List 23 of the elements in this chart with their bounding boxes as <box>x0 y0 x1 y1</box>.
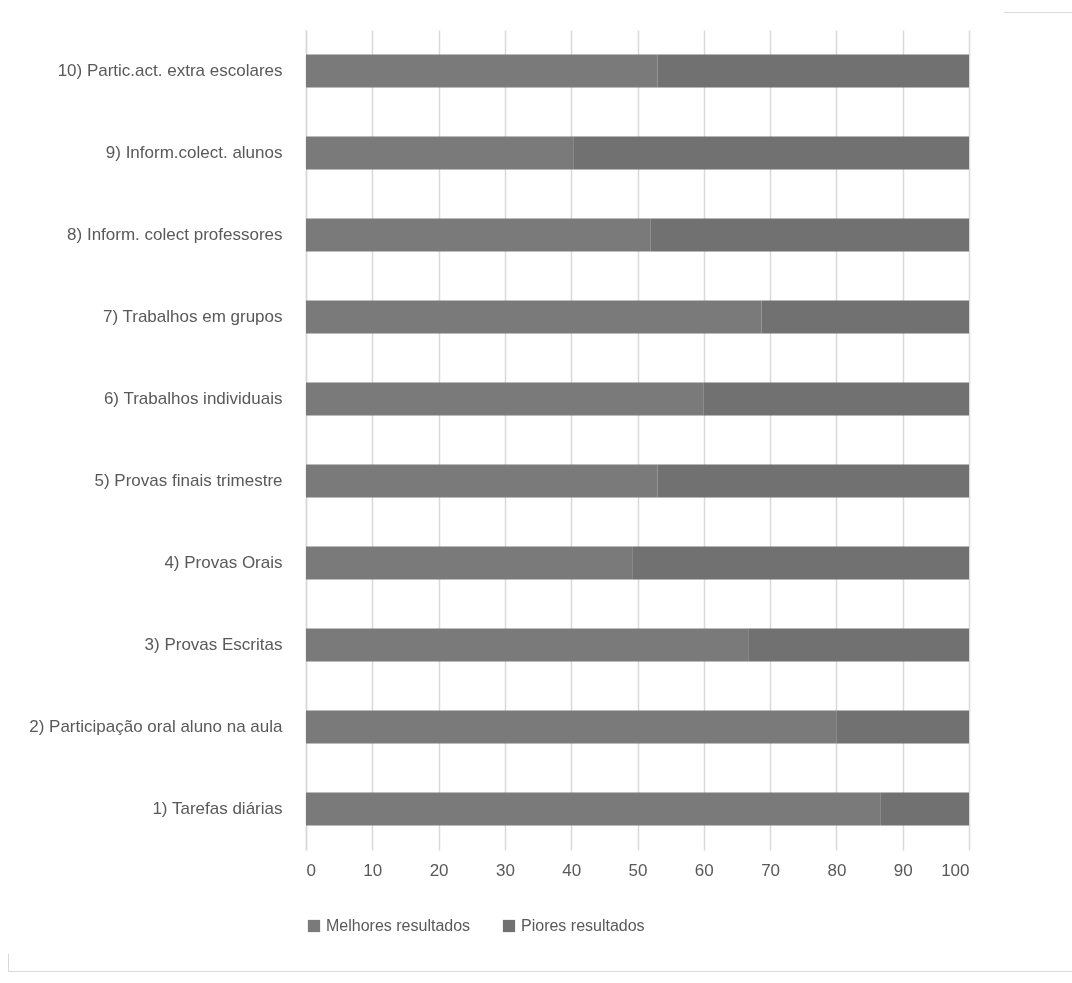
x-tick-label: 90 <box>893 860 913 880</box>
x-tick-label: 10 <box>363 860 383 880</box>
x-tick-label: 60 <box>694 860 714 880</box>
y-tick-label: 9) Inform.colect. alunos <box>105 143 283 162</box>
legend-label: Melhores resultados <box>326 917 471 934</box>
y-tick-label: 4) Provas Orais <box>164 553 283 572</box>
x-tick-label: 0 <box>306 860 316 880</box>
legend-label: Piores resultados <box>521 917 645 934</box>
y-tick-label: 7) Trabalhos em grupos <box>102 307 283 326</box>
x-tick-label: 30 <box>495 860 515 880</box>
y-tick-label: 3) Provas Escritas <box>144 635 283 654</box>
y-tick-label: 5) Provas finais trimestre <box>94 471 283 490</box>
x-tick-label: 20 <box>429 860 449 880</box>
y-tick-label: 1) Tarefas diárias <box>152 799 283 818</box>
y-tick-label: 6) Trabalhos individuais <box>103 389 283 408</box>
y-tick-label: 8) Inform. colect professores <box>67 225 283 244</box>
y-tick-label: 2) Participação oral aluno na aula <box>29 717 284 736</box>
x-tick-label: 100 <box>941 860 970 880</box>
y-tick-label: 10) Partic.act. extra escolares <box>57 61 283 80</box>
x-tick-label: 80 <box>827 860 847 880</box>
x-tick-label: 40 <box>562 860 582 880</box>
x-tick-label: 70 <box>761 860 781 880</box>
x-tick-label: 50 <box>628 860 648 880</box>
